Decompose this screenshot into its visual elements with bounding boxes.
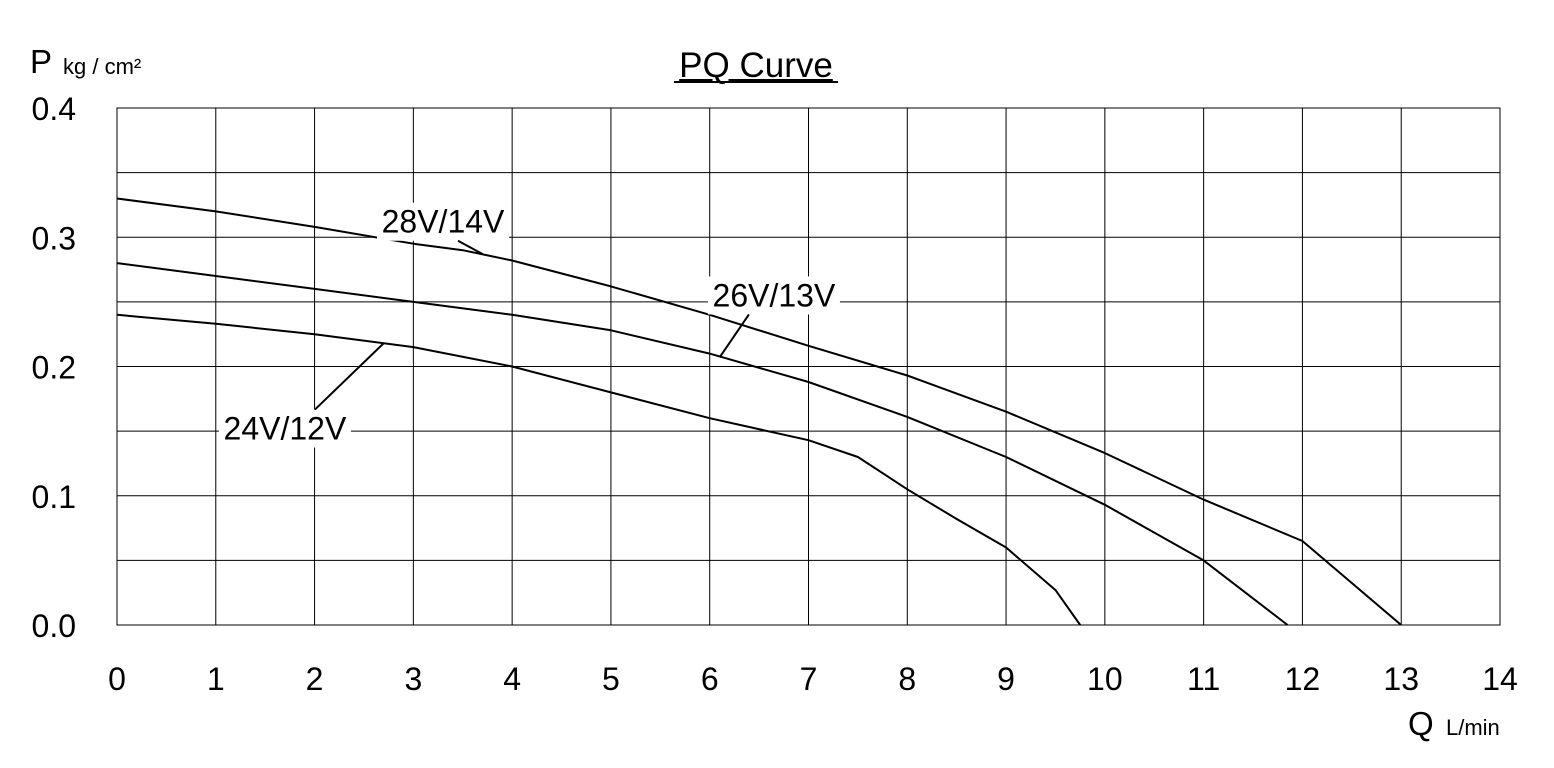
- y-axis-unit: kg / cm²: [63, 54, 141, 79]
- annotation-background: [376, 202, 509, 241]
- series-label: 24V/12V: [224, 411, 347, 447]
- plot-frame: [116, 107, 1501, 626]
- annotation-leader-line: [314, 342, 385, 411]
- y-axis-symbol: P: [30, 43, 52, 80]
- x-tick-label: 14: [1482, 661, 1518, 697]
- y-tick-label: 0.3: [32, 220, 76, 256]
- x-tick-label: 0: [108, 661, 126, 697]
- annotation-leader-line: [718, 313, 750, 359]
- series-label: 26V/13V: [713, 277, 836, 313]
- y-tick-label: 0.0: [32, 608, 76, 644]
- series-line-28v-14v: [116, 197, 1402, 626]
- x-tick-label: 10: [1087, 661, 1123, 697]
- x-tick-label: 9: [997, 661, 1015, 697]
- x-tick-label: 7: [800, 661, 818, 697]
- series-label: 28V/14V: [382, 204, 505, 240]
- y-tick-label: 0.2: [32, 350, 76, 386]
- x-tick-label: 8: [898, 661, 916, 697]
- x-tick-label: 1: [207, 661, 225, 697]
- y-tick-label: 0.1: [32, 479, 76, 515]
- annotation-background: [707, 276, 840, 315]
- chart-title: PQ Curve: [679, 46, 833, 85]
- x-tick-label: 13: [1383, 661, 1419, 697]
- x-tick-label: 12: [1285, 661, 1321, 697]
- x-tick-label: 5: [602, 661, 620, 697]
- x-tick-label: 3: [404, 661, 422, 697]
- series-line-24v-12v: [116, 313, 1082, 626]
- x-tick-label: 2: [306, 661, 324, 697]
- x-axis-symbol: Q: [1408, 705, 1434, 742]
- annotation-leader-line: [457, 239, 483, 255]
- annotation-background: [218, 409, 351, 448]
- x-tick-label: 4: [503, 661, 521, 697]
- x-axis-tick-labels: 0 1 2 3 4 5 6 7 8 9 10 11 12 13 14: [108, 661, 1518, 697]
- curve-annotations: 28V/14V 26V/13V 24V/12V: [218, 202, 840, 448]
- y-axis-tick-labels: 0.0 0.1 0.2 0.3 0.4: [32, 91, 76, 644]
- x-tick-label: 6: [701, 661, 719, 697]
- x-tick-label: 11: [1187, 661, 1220, 697]
- y-tick-label: 0.4: [32, 91, 76, 127]
- x-axis-unit: L/min: [1446, 715, 1500, 740]
- series-lines: [116, 197, 1402, 626]
- series-line-26v-13v: [116, 262, 1289, 626]
